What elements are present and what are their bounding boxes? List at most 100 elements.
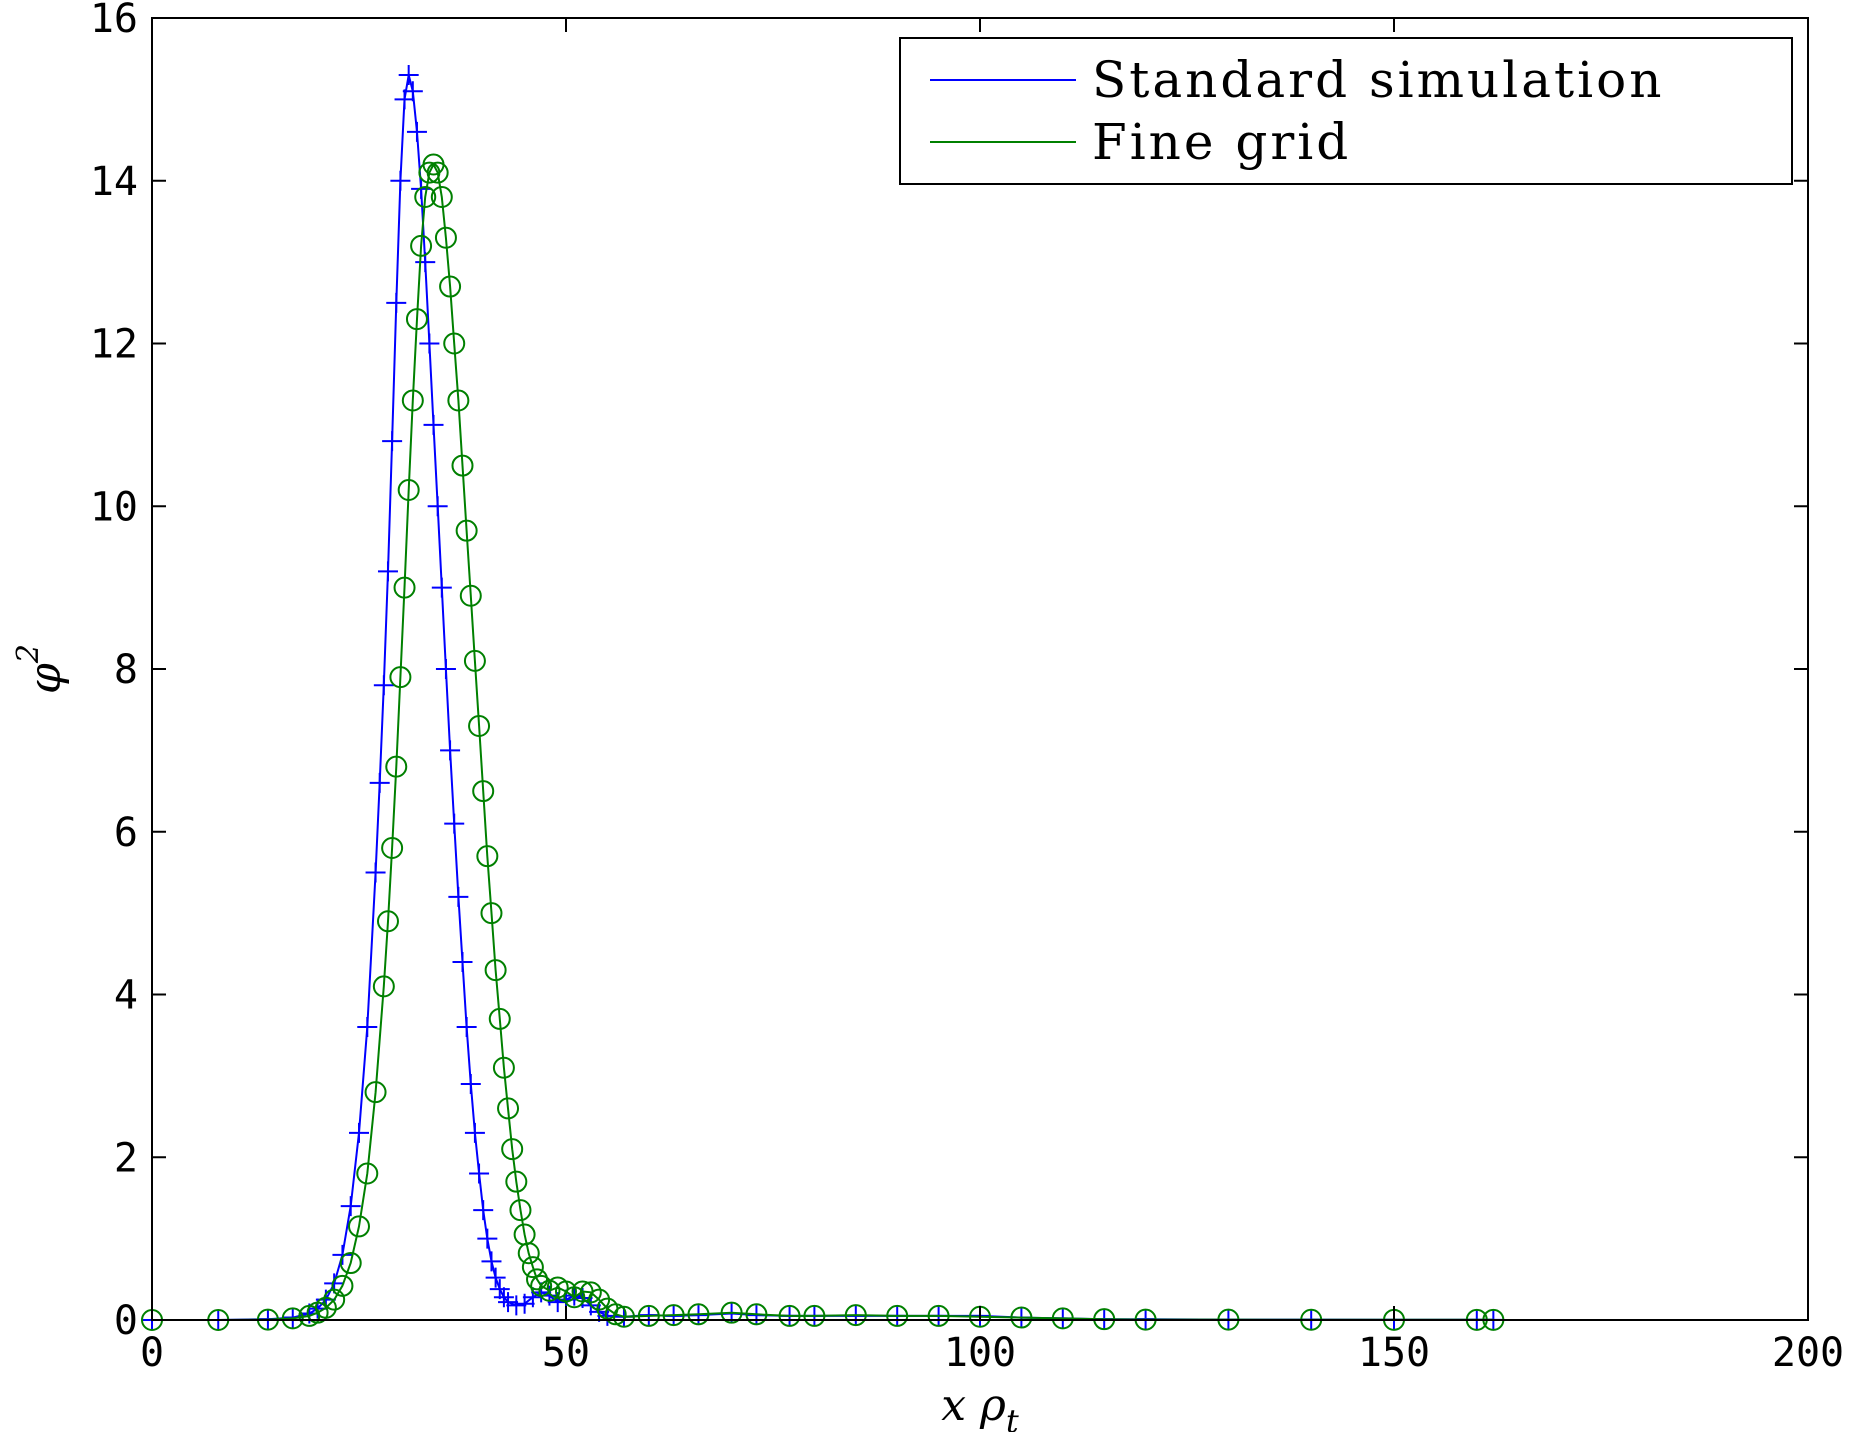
data-point	[423, 414, 444, 435]
data-point	[493, 1287, 514, 1308]
data-point	[459, 584, 482, 607]
data-point	[497, 1097, 520, 1120]
y-tick-label: 2	[114, 1135, 138, 1181]
data-point	[662, 1304, 685, 1327]
y-tick-label: 8	[114, 647, 138, 693]
data-point	[340, 1196, 361, 1217]
data-point	[426, 161, 449, 184]
y-tick-label: 16	[90, 0, 138, 42]
data-point	[1010, 1306, 1033, 1329]
data-point	[637, 1304, 660, 1327]
data-point	[373, 675, 394, 696]
legend-box	[899, 37, 1793, 185]
x-axis-title-main: x ρ	[941, 1380, 1006, 1431]
data-point	[521, 1256, 544, 1279]
data-point	[484, 959, 507, 982]
y-tick-label: 10	[90, 484, 138, 530]
x-tick-label: 0	[140, 1330, 164, 1376]
data-point	[803, 1304, 826, 1327]
data-point	[385, 755, 408, 778]
data-point	[927, 1304, 950, 1327]
data-point	[332, 1244, 353, 1265]
data-point	[369, 772, 390, 793]
data-point	[377, 561, 398, 582]
data-point	[488, 1007, 511, 1030]
data-point	[579, 1281, 602, 1304]
data-point	[431, 577, 452, 598]
data-point	[451, 454, 474, 477]
data-point	[720, 1301, 743, 1324]
data-point	[844, 1304, 867, 1327]
data-point	[427, 496, 448, 517]
y-axis-title: φ2	[11, 644, 71, 694]
data-point	[509, 1199, 532, 1222]
data-point	[434, 226, 457, 249]
data-point	[452, 951, 473, 972]
data-point	[476, 845, 499, 868]
series-1	[141, 153, 1505, 1331]
data-point	[443, 332, 466, 355]
data-point	[394, 89, 415, 110]
data-point	[460, 1074, 481, 1095]
data-point	[439, 275, 462, 298]
data-point	[381, 837, 404, 860]
data-point	[435, 659, 456, 679]
legend-label-fine-grid: Fine grid	[1092, 113, 1351, 171]
data-point	[485, 1267, 506, 1288]
data-point	[480, 902, 503, 925]
data-point	[469, 1163, 490, 1184]
data-point	[364, 1081, 387, 1104]
data-point	[402, 81, 423, 102]
data-point	[349, 1122, 369, 1143]
data-point	[492, 1056, 515, 1079]
data-point	[455, 519, 478, 542]
data-point	[604, 1303, 627, 1326]
data-point	[612, 1305, 635, 1328]
data-point	[505, 1170, 528, 1193]
data-point	[414, 186, 437, 209]
data-point	[745, 1303, 768, 1326]
data-point	[382, 431, 403, 452]
data-point	[506, 1295, 527, 1316]
data-point	[372, 975, 395, 998]
data-point	[778, 1304, 801, 1327]
x-tick-label: 200	[1772, 1330, 1844, 1376]
data-point	[331, 1274, 354, 1297]
y-tick-label: 0	[114, 1298, 138, 1344]
y-axis-title-main: φ	[20, 663, 71, 694]
data-point	[281, 1307, 304, 1330]
y-tick-label: 6	[114, 810, 138, 856]
data-point	[356, 1162, 379, 1185]
data-point	[498, 1292, 519, 1313]
data-point	[1051, 1307, 1074, 1330]
data-point	[398, 64, 419, 85]
data-point	[444, 813, 465, 834]
data-point	[464, 1122, 485, 1143]
data-point	[390, 170, 411, 191]
data-point	[348, 1215, 370, 1238]
data-point	[489, 1279, 510, 1300]
data-point	[517, 1242, 540, 1265]
data-point	[389, 666, 412, 689]
data-point	[376, 910, 399, 933]
data-point	[456, 1017, 477, 1038]
x-tick-label: 100	[944, 1330, 1016, 1376]
x-axis-title: x ρt	[941, 1380, 1019, 1432]
y-tick-label: 14	[90, 159, 138, 205]
y-axis-title-superscript: 2	[11, 644, 46, 664]
x-tick-label: 50	[542, 1330, 590, 1376]
x-tick-label: 150	[1358, 1330, 1430, 1376]
data-point	[447, 389, 470, 412]
y-axis-title-group: φ2	[11, 644, 71, 694]
legend-label-standard-simulation: Standard simulation	[1092, 51, 1664, 109]
data-point	[401, 389, 424, 412]
data-point	[419, 333, 440, 354]
data-point	[410, 234, 433, 257]
data-point	[397, 478, 420, 501]
data-point	[448, 886, 469, 907]
series-line	[152, 162, 1494, 1321]
data-point	[472, 780, 495, 803]
data-point	[463, 649, 486, 672]
